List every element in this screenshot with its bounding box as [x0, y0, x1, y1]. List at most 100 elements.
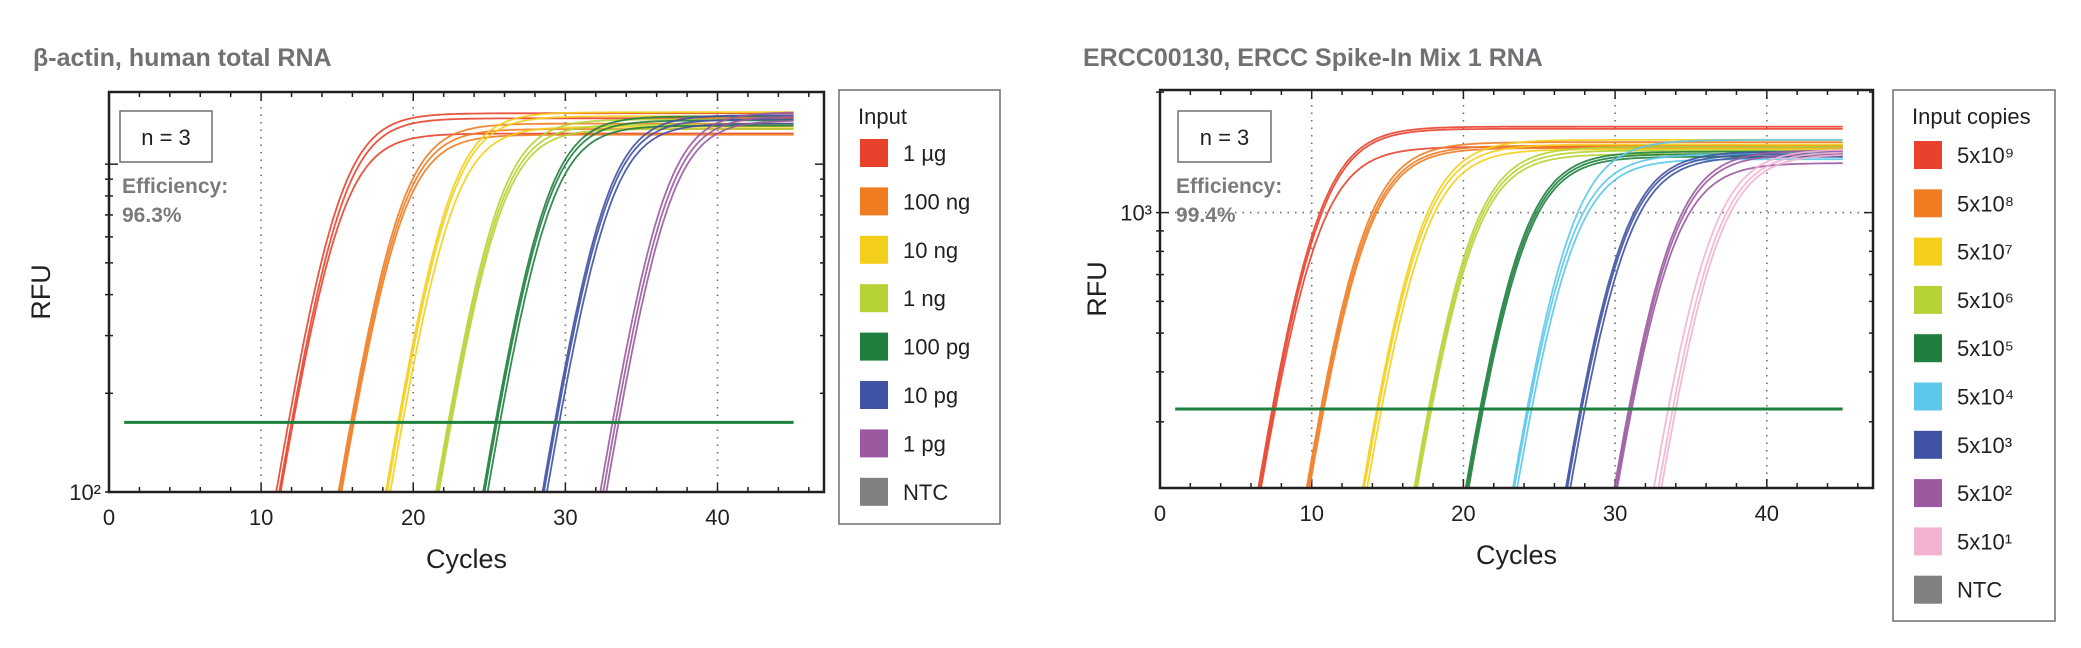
legend-swatch: [860, 284, 888, 313]
legend: Input copies 5x10⁹ 5x10⁸ 5x10⁷ 5x10⁶ 5x10⁵ 5x1…: [1892, 89, 2056, 622]
y-tick-label: 10²: [69, 480, 101, 505]
legend-label: 1 pg: [903, 431, 946, 456]
x-tick-label: 20: [1451, 501, 1475, 526]
legend-swatch: [860, 187, 888, 216]
y-tick-label: 10³: [1120, 201, 1152, 226]
plot-frame: [1158, 88, 1875, 490]
y-axis-label: RFU: [26, 264, 56, 320]
legend-label: 10 pg: [903, 383, 958, 408]
legend-swatch: [860, 235, 888, 264]
curve-7-rep-3: [605, 120, 794, 492]
legend-swatch: [1914, 285, 1942, 314]
legend-label: 5x10⁷: [1957, 240, 2013, 265]
curve-4-rep-3: [1416, 153, 1843, 488]
n-annotation-box: [119, 110, 213, 163]
legend-swatch: [1914, 382, 1942, 411]
legend-swatch: [1914, 430, 1942, 459]
curve-3-rep-1: [384, 111, 794, 492]
n-annotation: n = 3: [141, 125, 191, 150]
curve-4-rep-3: [437, 128, 794, 492]
curve-6-rep-3: [546, 122, 794, 492]
curve-7-rep-2: [1566, 153, 1843, 488]
efficiency-value: 96.3%: [122, 204, 182, 227]
curve-6-rep-1: [1512, 139, 1843, 488]
legend-title: Input copies: [1912, 104, 2031, 129]
legend-label: 5x10⁸: [1957, 191, 2014, 216]
legend-label: NTC: [903, 480, 948, 505]
chart-1: β-actin, human total RNA 0 10 20 30 40 10² Cycl…: [26, 44, 1001, 574]
x-tick-label: 30: [1603, 501, 1627, 526]
legend-swatch: [860, 477, 888, 506]
curve-8-rep-3: [1616, 162, 1843, 488]
n-annotation: n = 3: [1200, 125, 1250, 150]
curve-4-rep-2: [436, 123, 794, 492]
legend-swatch: [860, 429, 888, 458]
legend-label: 5x10⁶: [1957, 288, 2014, 313]
curve-6-rep-2: [1513, 153, 1843, 488]
curve-8-rep-2: [1614, 153, 1843, 488]
legend-label: 5x10⁹: [1957, 143, 2014, 168]
efficiency-label: Efficiency:: [122, 175, 228, 198]
legend-swatch: [1914, 527, 1942, 556]
curve-2-rep-2: [1307, 144, 1843, 488]
x-tick-label: 30: [553, 505, 577, 530]
x-tick-label: 20: [401, 505, 425, 530]
x-tick-label: 10: [1299, 501, 1323, 526]
curve-9-rep-1: [1652, 149, 1843, 488]
curve-6-rep-3: [1516, 158, 1843, 488]
chart-title: ERCC00130, ERCC Spike-In Mix 1 RNA: [1083, 44, 1543, 72]
curve-5-rep-3: [1467, 155, 1843, 488]
legend-swatch: [1914, 479, 1942, 508]
curve-4-rep-2: [1414, 149, 1843, 488]
curve-7-rep-1: [599, 111, 794, 492]
x-axis-label: Cycles: [1476, 540, 1557, 570]
legend-label: 100 pg: [903, 335, 970, 360]
legend-label: 5x10¹: [1957, 529, 2012, 554]
curve-6-rep-2: [543, 118, 794, 492]
curve-3-rep-1: [1361, 138, 1843, 488]
amplification-curves: [275, 111, 794, 492]
curve-7-rep-1: [1564, 150, 1843, 488]
curve-2-rep-1: [1305, 141, 1843, 488]
curve-1-rep-1: [1257, 125, 1843, 488]
legend-label: 5x10⁴: [1957, 385, 2014, 410]
legend-swatch: [860, 381, 888, 409]
y-axis-label: RFU: [1082, 261, 1112, 317]
curve-1-rep-3: [279, 132, 794, 492]
legend-label: 5x10³: [1957, 433, 2012, 458]
plot-frame: [107, 90, 826, 494]
curve-1-rep-1: [275, 112, 794, 492]
curve-4-rep-1: [1413, 145, 1843, 488]
curve-3-rep-2: [1363, 143, 1843, 488]
legend-label: 1 ng: [903, 286, 946, 311]
n-annotation-box: [1177, 110, 1272, 163]
curve-9-rep-2: [1657, 151, 1843, 488]
curve-2-rep-2: [339, 128, 794, 492]
curve-2-rep-3: [1308, 147, 1843, 488]
legend-label: 5x10²: [1957, 481, 2012, 506]
curve-9-rep-3: [1660, 154, 1843, 488]
legend-title: Input: [858, 104, 907, 129]
curve-8-rep-1: [1613, 149, 1843, 488]
chart-2: ERCC00130, ERCC Spike-In Mix 1 RNA 0 10 20 3…: [1082, 44, 2056, 622]
legend-swatch: [860, 332, 888, 361]
legend-label: 100 ng: [903, 189, 970, 214]
curve-2-rep-1: [337, 122, 794, 492]
x-tick-label: 40: [705, 505, 729, 530]
curve-7-rep-3: [1569, 155, 1843, 488]
chart-title: β-actin, human total RNA: [33, 44, 332, 72]
curve-1-rep-3: [1260, 145, 1843, 488]
legend-label: NTC: [1957, 578, 2002, 603]
efficiency-label: Efficiency:: [1176, 175, 1282, 198]
efficiency-value: 99.4%: [1176, 204, 1236, 227]
legend-swatch: [1914, 141, 1942, 169]
curve-3-rep-3: [1366, 148, 1843, 488]
legend-swatch: [1914, 575, 1942, 604]
x-tick-label: 10: [249, 505, 273, 530]
x-axis-label: Cycles: [426, 544, 507, 574]
x-tick-label: 40: [1755, 501, 1779, 526]
curve-1-rep-2: [278, 117, 794, 492]
legend-label: 1 µg: [903, 141, 946, 166]
legend-swatch: [1914, 189, 1942, 218]
x-tick-label: 0: [1154, 501, 1166, 526]
